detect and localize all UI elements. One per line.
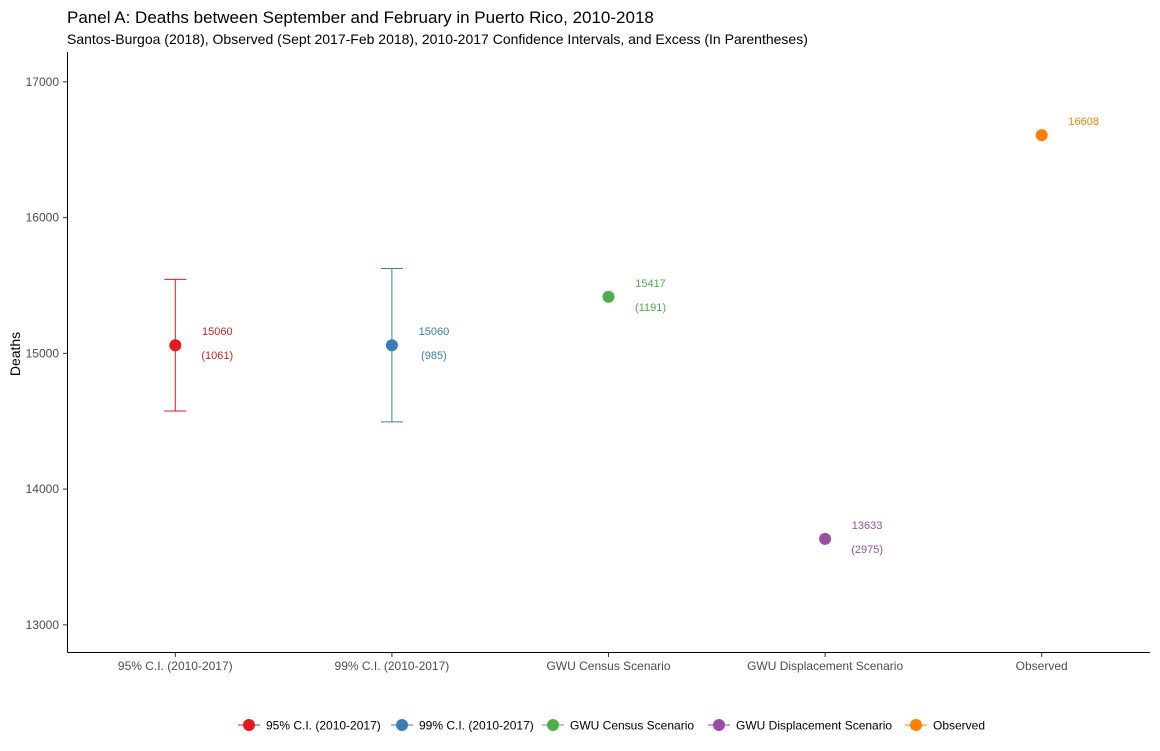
- value-label: 13633: [852, 520, 883, 532]
- x-tick-label: GWU Census Scenario: [546, 659, 670, 673]
- y-ticks: 13000 14000 15000 16000 17000: [26, 75, 67, 632]
- data-point: [169, 339, 182, 352]
- y-axis-label: Deaths: [7, 332, 23, 376]
- value-label: 15417: [635, 278, 666, 290]
- excess-label: (1191): [635, 302, 666, 314]
- legend: 95% C.I. (2010-2017) 99% C.I. (2010-2017)…: [238, 719, 985, 733]
- legend-label: 95% C.I. (2010-2017): [266, 719, 381, 733]
- excess-label: (1061): [201, 350, 233, 362]
- x-ticks: 95% C.I. (2010-2017) 99% C.I. (2010-2017)…: [118, 652, 1068, 673]
- y-tick-label: 14000: [26, 482, 60, 496]
- chart-title: Panel A: Deaths between September and Fe…: [67, 8, 654, 27]
- x-tick-label: 95% C.I. (2010-2017): [118, 659, 233, 673]
- legend-label: Observed: [933, 719, 985, 733]
- chart-subtitle: Santos-Burgoa (2018), Observed (Sept 201…: [67, 31, 808, 47]
- data-point: [1035, 129, 1048, 142]
- legend-key-point: [396, 719, 408, 731]
- legend-key-point: [547, 719, 559, 731]
- data-point: [602, 290, 615, 303]
- y-tick-label: 13000: [26, 618, 60, 632]
- x-tick-label: 99% C.I. (2010-2017): [335, 659, 450, 673]
- excess-label: (985): [421, 350, 447, 362]
- legend-label: GWU Displacement Scenario: [736, 719, 892, 733]
- legend-key-point: [243, 719, 255, 731]
- legend-label: GWU Census Scenario: [570, 719, 694, 733]
- data-marks: 15060 (1061) 15060 (985) 15417 (1191) 13633 (29…: [164, 116, 1099, 556]
- y-tick-label: 16000: [26, 211, 60, 225]
- data-point: [385, 339, 398, 352]
- legend-key-point: [713, 719, 725, 731]
- data-point: [819, 532, 832, 545]
- legend-label: 99% C.I. (2010-2017): [419, 719, 534, 733]
- excess-label: (2975): [851, 544, 883, 556]
- value-label: 15060: [419, 326, 450, 338]
- legend-key-point: [910, 719, 922, 731]
- x-tick-label: Observed: [1016, 659, 1068, 673]
- x-tick-label: GWU Displacement Scenario: [747, 659, 903, 673]
- value-label: 15060: [202, 326, 233, 338]
- y-tick-label: 15000: [26, 346, 60, 360]
- y-tick-label: 17000: [26, 75, 60, 89]
- value-label: 16608: [1068, 116, 1099, 128]
